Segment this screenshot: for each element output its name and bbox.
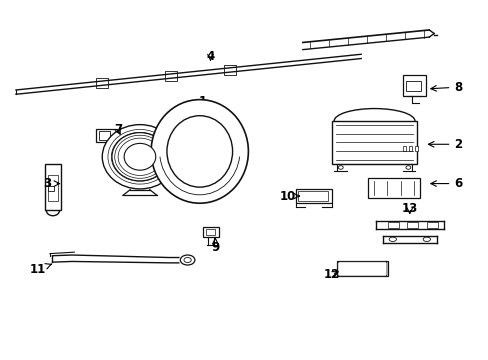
Bar [48, 186, 54, 191]
Ellipse shape [124, 143, 156, 170]
Ellipse shape [102, 125, 177, 189]
Bar [48, 175, 58, 202]
Bar [414, 146, 417, 151]
Text: 11: 11 [30, 263, 51, 276]
Bar [387, 222, 398, 228]
Bar [408, 146, 411, 151]
Text: 7: 7 [114, 123, 122, 136]
Ellipse shape [422, 237, 429, 242]
Ellipse shape [388, 237, 396, 242]
Bar [406, 81, 420, 91]
Text: 4: 4 [206, 50, 214, 63]
Bar [295, 189, 331, 203]
Ellipse shape [180, 255, 195, 265]
Text: 13: 13 [401, 202, 417, 215]
Text: 9: 9 [211, 238, 219, 255]
Bar [224, 65, 235, 75]
Ellipse shape [112, 133, 167, 181]
Bar [96, 129, 116, 143]
Ellipse shape [338, 166, 343, 169]
Bar [402, 75, 425, 96]
Bar [426, 222, 437, 228]
Text: 3: 3 [43, 177, 60, 190]
Ellipse shape [151, 100, 248, 203]
Text: 1: 1 [199, 95, 207, 108]
Bar [96, 78, 108, 88]
Ellipse shape [183, 257, 191, 262]
Bar [336, 261, 387, 276]
Bar [407, 222, 417, 228]
Bar [368, 178, 419, 198]
Text: 5: 5 [128, 141, 143, 154]
Text: 6: 6 [430, 177, 462, 190]
Bar [99, 131, 110, 140]
Bar [402, 146, 405, 151]
Bar [203, 227, 218, 237]
Text: 8: 8 [430, 81, 462, 94]
FancyBboxPatch shape [337, 262, 386, 276]
Bar [331, 121, 416, 164]
Ellipse shape [166, 116, 232, 187]
Ellipse shape [405, 166, 410, 169]
Bar [298, 191, 327, 201]
Bar [205, 229, 215, 235]
Text: 10: 10 [280, 190, 299, 203]
Bar [165, 71, 177, 81]
Bar [45, 164, 61, 210]
Text: 12: 12 [323, 268, 340, 281]
Text: 2: 2 [427, 138, 462, 151]
